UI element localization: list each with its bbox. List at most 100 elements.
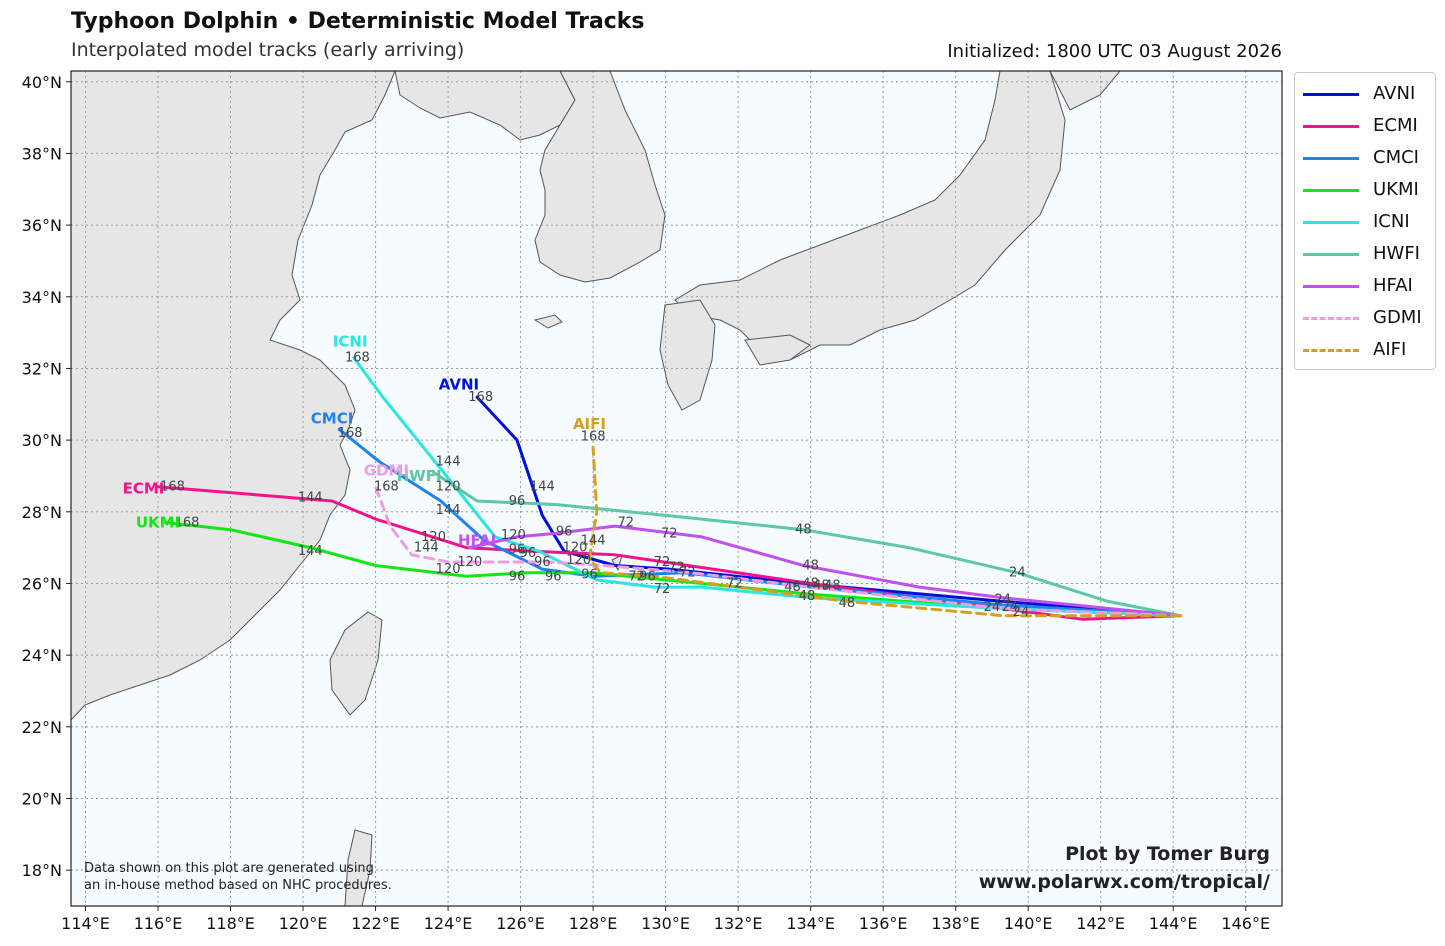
lon-tick-label: 132°E xyxy=(714,914,763,933)
lon-tick-label: 136°E xyxy=(859,914,908,933)
land-korea xyxy=(534,71,666,283)
forecast-hour-label: 48 xyxy=(824,578,841,593)
land-japan-honshu xyxy=(674,71,1066,361)
lat-tick-label: 20°N xyxy=(22,789,62,808)
track-label-hfai: HFAI xyxy=(458,531,496,549)
forecast-hour-label: 72 xyxy=(679,566,696,581)
lon-tick-label: 146°E xyxy=(1221,914,1270,933)
lat-tick-label: 30°N xyxy=(22,431,62,450)
lon-tick-label: 114°E xyxy=(61,914,110,933)
legend-swatch-aifi xyxy=(1303,349,1359,352)
forecast-hour-label: 168 xyxy=(175,516,200,531)
forecast-hour-label: 168 xyxy=(374,480,399,495)
chart-title: Typhoon Dolphin • Deterministic Model Tr… xyxy=(71,9,645,34)
legend-label-ecmi: ECMI xyxy=(1373,115,1418,136)
track-label-ukmi: UKMI xyxy=(136,514,180,532)
forecast-hour-label: 96 xyxy=(534,555,551,570)
legend-swatch-ecmi xyxy=(1303,125,1359,128)
lon-tick-label: 122°E xyxy=(351,914,400,933)
forecast-hour-label: 96 xyxy=(509,494,526,509)
lon-tick-label: 120°E xyxy=(279,914,328,933)
legend-swatch-ukmi xyxy=(1303,189,1359,192)
forecast-hour-label: 72 xyxy=(654,555,671,570)
legend-item-icni: ICNI xyxy=(1301,207,1431,237)
land-japan-kyushu xyxy=(659,299,716,411)
forecast-hour-label: 72 xyxy=(668,560,685,575)
forecast-hour-label: 144 xyxy=(436,503,461,518)
legend-item-ukmi: UKMI xyxy=(1301,175,1431,205)
legend-label-icni: ICNI xyxy=(1373,211,1410,232)
legend-item-hfai: HFAI xyxy=(1301,271,1431,301)
legend-item-cmci: CMCI xyxy=(1301,143,1431,173)
legend-label-avni: AVNI xyxy=(1373,83,1416,104)
forecast-hour-label: 24 xyxy=(1002,600,1019,615)
track-ukmi xyxy=(163,521,1182,618)
credit-url: www.polarwx.com/tropical/ xyxy=(978,871,1270,893)
forecast-hour-label: 48 xyxy=(795,523,812,538)
model-name-labels: AVNI ECMI CMCI UKMI ICNI HWFI HFAI GDMI AIFI xyxy=(123,333,606,550)
lon-tick-label: 116°E xyxy=(134,914,183,933)
forecast-hour-label: 120 xyxy=(421,530,446,545)
forecast-hour-label: 120 xyxy=(563,541,588,556)
forecast-hour-label: 144 xyxy=(414,541,439,556)
forecast-hour-label: 96 xyxy=(509,569,526,584)
legend-label-ukmi: UKMI xyxy=(1373,179,1419,200)
forecast-hour-label: 144 xyxy=(298,544,323,559)
legend-swatch-avni xyxy=(1303,93,1359,96)
track-aifi xyxy=(588,445,1182,618)
lat-tick-label: 24°N xyxy=(22,646,62,665)
forecast-hour-label: 144 xyxy=(581,533,606,548)
legend-item-avni: AVNI xyxy=(1301,79,1431,109)
legend-swatch-gdmi xyxy=(1303,317,1359,320)
lon-tick-label: 124°E xyxy=(424,914,473,933)
forecast-hour-label: 48 xyxy=(784,580,801,595)
lat-tick-label: 40°N xyxy=(22,73,62,92)
disclaimer-line-2: an in-house method based on NHC procedur… xyxy=(84,878,392,893)
forecast-hour-label: 168 xyxy=(338,426,363,441)
forecast-hour-label: 96 xyxy=(509,542,526,557)
land-taiwan xyxy=(329,611,383,716)
land-jeju xyxy=(533,314,563,329)
forecast-hour-label: 72 xyxy=(654,582,671,597)
track-label-cmci: CMCI xyxy=(311,410,354,428)
track-label-gdmi: GDMI xyxy=(364,462,409,480)
forecast-hour-label: 24 xyxy=(1009,566,1026,581)
credit-author: Plot by Tomer Burg xyxy=(1065,843,1270,865)
longitude-axis: 114°E 116°E 118°E 120°E 122°E 124°E 126°E 128°E… xyxy=(61,906,1270,933)
legend-label-gdmi: GDMI xyxy=(1373,307,1422,328)
track-avni xyxy=(475,395,1182,618)
track-ecmi xyxy=(156,485,1182,621)
forecast-hour-label: 144 xyxy=(530,480,555,495)
lat-tick-label: 18°N xyxy=(22,861,62,880)
lat-tick-label: 28°N xyxy=(22,503,62,522)
legend: AVNI ECMI CMCI UKMI ICNI HWFI HFAI GDMI … xyxy=(1294,72,1436,370)
lon-tick-label: 126°E xyxy=(496,914,545,933)
forecast-hour-label: 72 xyxy=(726,576,743,591)
track-label-ecmi: ECMI xyxy=(123,480,165,498)
legend-label-hfai: HFAI xyxy=(1373,275,1413,296)
forecast-hour-label: 168 xyxy=(160,480,185,495)
legend-item-ecmi: ECMI xyxy=(1301,111,1431,141)
forecast-hour-label: 48 xyxy=(813,578,830,593)
land-hokkaido xyxy=(1049,71,1121,111)
forecast-hour-label: 72 xyxy=(628,569,645,584)
initialized-time: Initialized: 1800 UTC 03 August 2026 xyxy=(947,41,1282,62)
forecast-hour-label: 24 xyxy=(1013,605,1030,620)
lat-tick-label: 38°N xyxy=(22,144,62,163)
track-label-icni: ICNI xyxy=(333,333,368,351)
forecast-hour-label: 96 xyxy=(556,525,573,540)
forecast-hour-label: 48 xyxy=(799,589,816,604)
legend-label-hwfi: HWFI xyxy=(1373,243,1420,264)
legend-swatch-hfai xyxy=(1303,285,1359,288)
lat-tick-label: 26°N xyxy=(22,574,62,593)
track-gdmi xyxy=(374,485,1182,618)
forecast-hour-label: 120 xyxy=(457,555,482,570)
lat-tick-label: 34°N xyxy=(22,288,62,307)
legend-swatch-hwfi xyxy=(1303,253,1359,256)
lon-tick-label: 128°E xyxy=(569,914,618,933)
forecast-hour-label: 120 xyxy=(436,562,461,577)
forecast-hour-label: 24 xyxy=(995,593,1012,608)
forecast-hour-label: 96 xyxy=(639,569,656,584)
data-disclaimer: Data shown on this plot are generated us… xyxy=(84,860,392,894)
